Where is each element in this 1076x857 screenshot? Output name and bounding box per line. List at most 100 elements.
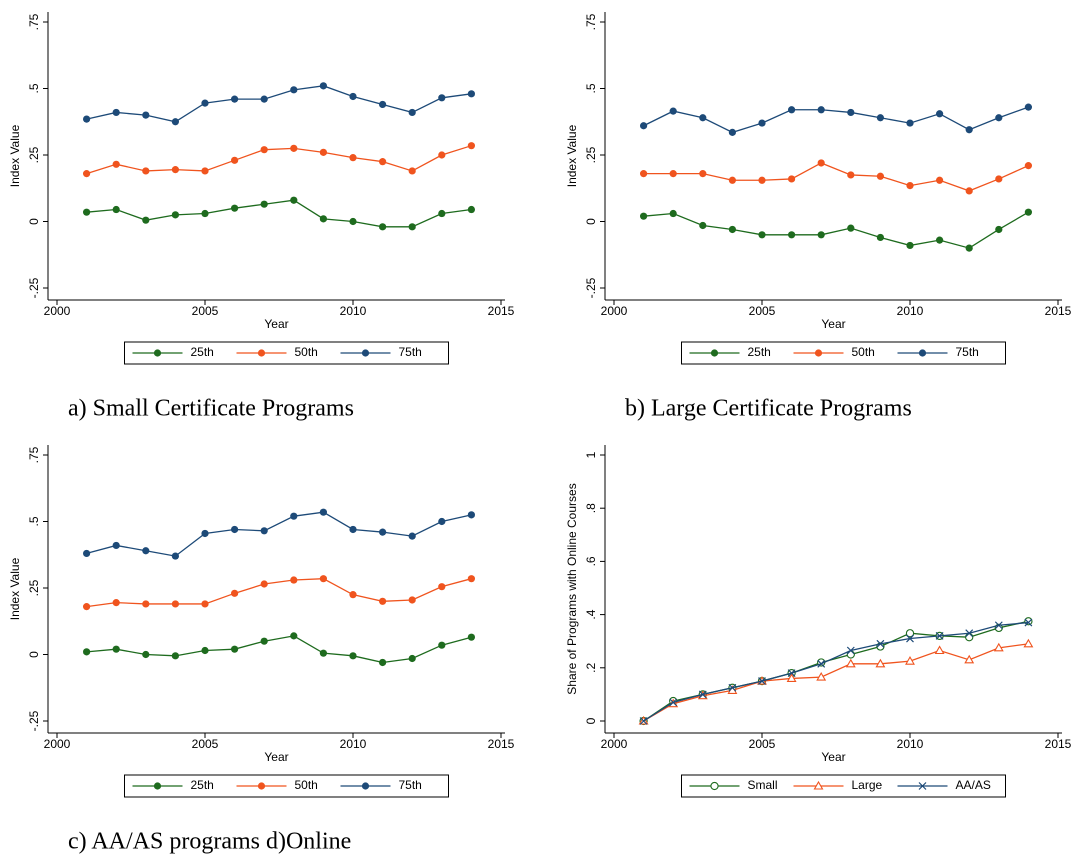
marker (965, 187, 973, 195)
marker (934, 645, 945, 655)
y-tick-label: .25 (584, 146, 598, 163)
marker (1024, 162, 1032, 170)
y-tick-label: 0 (584, 218, 598, 225)
series-line (86, 578, 472, 608)
marker (83, 648, 91, 656)
marker (171, 211, 179, 219)
marker (640, 170, 648, 178)
x-tick-label: 2010 (340, 304, 367, 318)
x-tick-label: 2000 (601, 737, 628, 751)
marker (349, 652, 357, 660)
marker (171, 166, 179, 174)
x-tick-label: 2005 (192, 737, 219, 751)
marker (438, 583, 446, 591)
marker (965, 633, 974, 642)
y-tick-label: .5 (584, 83, 598, 93)
marker (260, 95, 268, 103)
marker (814, 349, 823, 357)
marker (847, 108, 855, 117)
marker (876, 233, 885, 242)
marker (710, 781, 719, 791)
legend-label: AA/AS (956, 778, 991, 792)
marker (260, 580, 268, 588)
x-tick-label: 2010 (340, 737, 367, 751)
y-tick-label: -.25 (584, 277, 598, 298)
series-line (86, 145, 472, 175)
marker (231, 645, 239, 653)
caption: b) Large Certificate Programs (625, 396, 912, 422)
marker (965, 629, 974, 638)
x-axis-title: Year (264, 750, 288, 764)
marker (142, 111, 150, 119)
y-tick-label: .75 (584, 13, 598, 30)
marker (379, 223, 387, 231)
marker (640, 212, 648, 220)
marker (846, 646, 855, 655)
marker (936, 176, 944, 184)
marker (935, 631, 944, 640)
y-tick-label: -.25 (27, 710, 41, 731)
x-tick-label: 2015 (1045, 304, 1072, 318)
legend-label: 75th (956, 345, 979, 359)
marker (438, 151, 446, 159)
marker (319, 82, 327, 90)
legend-label: 75th (399, 345, 422, 359)
marker (669, 107, 677, 115)
marker (817, 659, 826, 668)
marker (698, 690, 707, 699)
marker (290, 86, 298, 94)
marker (995, 175, 1003, 183)
marker (319, 215, 327, 223)
series-line (643, 211, 1029, 249)
marker (142, 216, 150, 224)
marker (257, 782, 266, 790)
y-tick-label: .8 (584, 503, 598, 513)
marker (936, 110, 944, 118)
marker (906, 241, 914, 250)
marker (918, 782, 927, 790)
legend-label: Large (852, 778, 883, 792)
marker (438, 517, 446, 526)
marker (260, 637, 268, 645)
marker (699, 170, 707, 178)
marker (817, 106, 825, 114)
marker (906, 181, 914, 190)
marker (876, 639, 885, 648)
marker (847, 224, 855, 232)
y-axis-title: Share of Programs with Online Courses (565, 483, 579, 694)
x-tick-label: 2005 (749, 737, 776, 751)
x-tick-label: 2010 (897, 304, 924, 318)
marker (201, 529, 209, 538)
legend-label: 25th (748, 345, 771, 359)
marker (965, 244, 973, 252)
marker (408, 596, 416, 604)
marker (964, 654, 975, 664)
x-tick-label: 2015 (488, 737, 515, 751)
y-tick-label: 0 (27, 218, 41, 225)
marker (788, 231, 796, 239)
marker (201, 99, 209, 107)
marker (758, 677, 766, 686)
y-axis-title: Index Value (565, 124, 579, 187)
y-tick-label: 1 (584, 451, 598, 458)
marker (201, 167, 209, 175)
marker (918, 349, 927, 357)
marker (438, 641, 446, 649)
marker (83, 208, 91, 216)
marker (669, 209, 677, 218)
marker (290, 196, 298, 204)
marker (349, 154, 357, 162)
series-line (86, 199, 472, 228)
marker (728, 176, 737, 184)
legend-label: 50th (852, 345, 875, 359)
marker (438, 94, 446, 102)
x-tick-label: 2005 (192, 304, 219, 318)
marker (171, 652, 179, 660)
caption: c) AA/AS programs d)Online (68, 829, 351, 855)
marker (201, 646, 209, 655)
y-axis-title: Index Value (8, 557, 22, 620)
marker (787, 669, 796, 678)
marker (995, 114, 1003, 122)
marker (1024, 617, 1033, 626)
